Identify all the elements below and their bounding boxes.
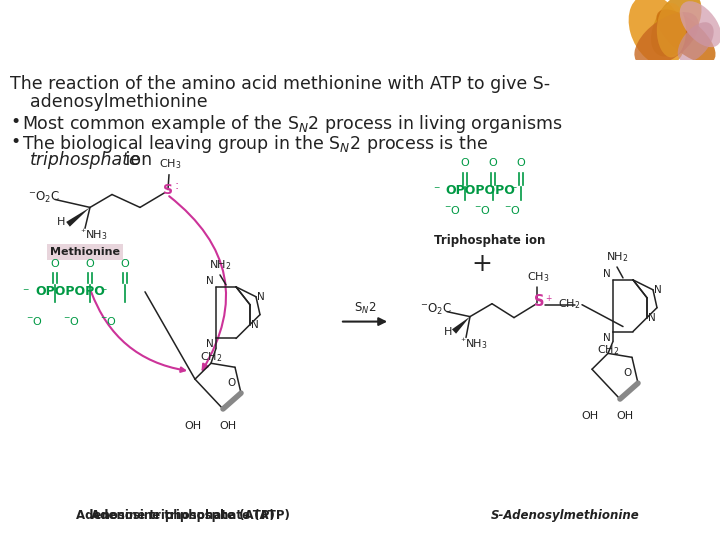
Text: +: + — [472, 252, 492, 276]
Text: :: : — [174, 179, 179, 192]
Text: $^{-}$: $^{-}$ — [100, 287, 108, 297]
Text: N: N — [251, 320, 258, 329]
Ellipse shape — [657, 3, 686, 57]
Text: ion: ion — [120, 151, 152, 169]
Text: S$_N$2: S$_N$2 — [354, 301, 377, 315]
Text: $^{+}$: $^{+}$ — [545, 294, 553, 304]
Text: O: O — [624, 368, 632, 378]
Text: •: • — [10, 133, 20, 151]
Text: $^{-}$: $^{-}$ — [433, 186, 441, 195]
Text: $^{-}$O: $^{-}$O — [474, 205, 492, 217]
Text: NH$_2$: NH$_2$ — [606, 250, 629, 264]
Text: OH: OH — [220, 421, 237, 431]
Text: •: • — [10, 113, 20, 131]
Polygon shape — [66, 207, 90, 227]
Text: $^{-}$O$_2$C: $^{-}$O$_2$C — [420, 302, 452, 317]
Text: CH$_3$: CH$_3$ — [527, 270, 549, 284]
Text: N: N — [206, 276, 214, 286]
Text: The reaction of the amino acid methionine with ATP to give S-: The reaction of the amino acid methionin… — [10, 76, 550, 93]
Text: Most common example of the S$_{N}$2 process in living organisms: Most common example of the S$_{N}$2 proc… — [22, 113, 562, 135]
Text: OPOPOPO: OPOPOPO — [35, 285, 105, 298]
Text: $^{-}$O: $^{-}$O — [444, 205, 462, 217]
Text: $^{-}$O: $^{-}$O — [27, 315, 43, 327]
Text: S: S — [163, 183, 173, 197]
FancyArrowPatch shape — [169, 196, 226, 370]
Text: O: O — [50, 259, 59, 269]
Ellipse shape — [651, 0, 701, 57]
Polygon shape — [452, 316, 470, 334]
Text: O: O — [227, 378, 235, 388]
Text: $^{-}$: $^{-}$ — [510, 186, 518, 195]
Text: $^{+}$: $^{+}$ — [460, 337, 467, 346]
Text: Triphosphate ion: Triphosphate ion — [434, 234, 546, 247]
Text: N: N — [654, 285, 662, 295]
Text: N: N — [648, 313, 656, 322]
Text: CH$_3$: CH$_3$ — [158, 157, 181, 171]
Text: O: O — [121, 259, 130, 269]
Text: adenosylmethionine: adenosylmethionine — [30, 93, 207, 111]
Text: Preparation and Reactions of Sulfides: Preparation and Reactions of Sulfides — [9, 16, 603, 44]
Text: O: O — [86, 259, 94, 269]
Text: S: S — [534, 294, 544, 309]
Text: H: H — [444, 327, 452, 336]
Ellipse shape — [678, 22, 714, 63]
Text: $^{-}$O: $^{-}$O — [101, 315, 117, 327]
FancyArrowPatch shape — [91, 292, 185, 372]
Ellipse shape — [629, 0, 685, 66]
Text: $^{-}$O: $^{-}$O — [505, 205, 521, 217]
Text: OH: OH — [184, 421, 202, 431]
Text: triphosphate: triphosphate — [30, 151, 140, 169]
Text: Methionine: Methionine — [50, 247, 120, 257]
Text: O: O — [517, 158, 526, 168]
Text: CH$_2$: CH$_2$ — [200, 350, 222, 364]
Ellipse shape — [657, 9, 716, 63]
Text: NH$_2$: NH$_2$ — [209, 258, 231, 272]
Text: O: O — [489, 158, 498, 168]
Text: $^{-}$O$_2$C: $^{-}$O$_2$C — [28, 190, 60, 205]
Text: The biological leaving group in the S$_{N}$2 process is the: The biological leaving group in the S$_{… — [22, 133, 488, 155]
Text: OH: OH — [582, 411, 598, 421]
Text: H: H — [57, 217, 65, 227]
Text: CH$_2$: CH$_2$ — [597, 343, 619, 357]
Text: CH$_2$: CH$_2$ — [558, 297, 580, 310]
Text: OH: OH — [616, 411, 634, 421]
Text: $^{-}$: $^{-}$ — [22, 287, 30, 297]
Ellipse shape — [634, 12, 698, 66]
Text: S-Adenosylmethionine: S-Adenosylmethionine — [490, 509, 639, 522]
Ellipse shape — [680, 1, 720, 47]
Text: Adenosine triphosphate (ATP): Adenosine triphosphate (ATP) — [76, 509, 274, 522]
Text: Adenosine triphosphate (ATP): Adenosine triphosphate (ATP) — [91, 509, 289, 522]
Text: N: N — [603, 269, 611, 279]
Text: NH$_3$: NH$_3$ — [85, 228, 108, 242]
Text: $^{-}$O: $^{-}$O — [63, 315, 81, 327]
Text: N: N — [603, 333, 611, 342]
Text: N: N — [257, 292, 265, 302]
Text: OPOPOPO: OPOPOPO — [445, 184, 515, 197]
Text: NH$_3$: NH$_3$ — [465, 338, 487, 352]
Text: N: N — [206, 340, 214, 349]
Text: O: O — [461, 158, 469, 168]
Text: $^{+}$: $^{+}$ — [80, 228, 86, 237]
